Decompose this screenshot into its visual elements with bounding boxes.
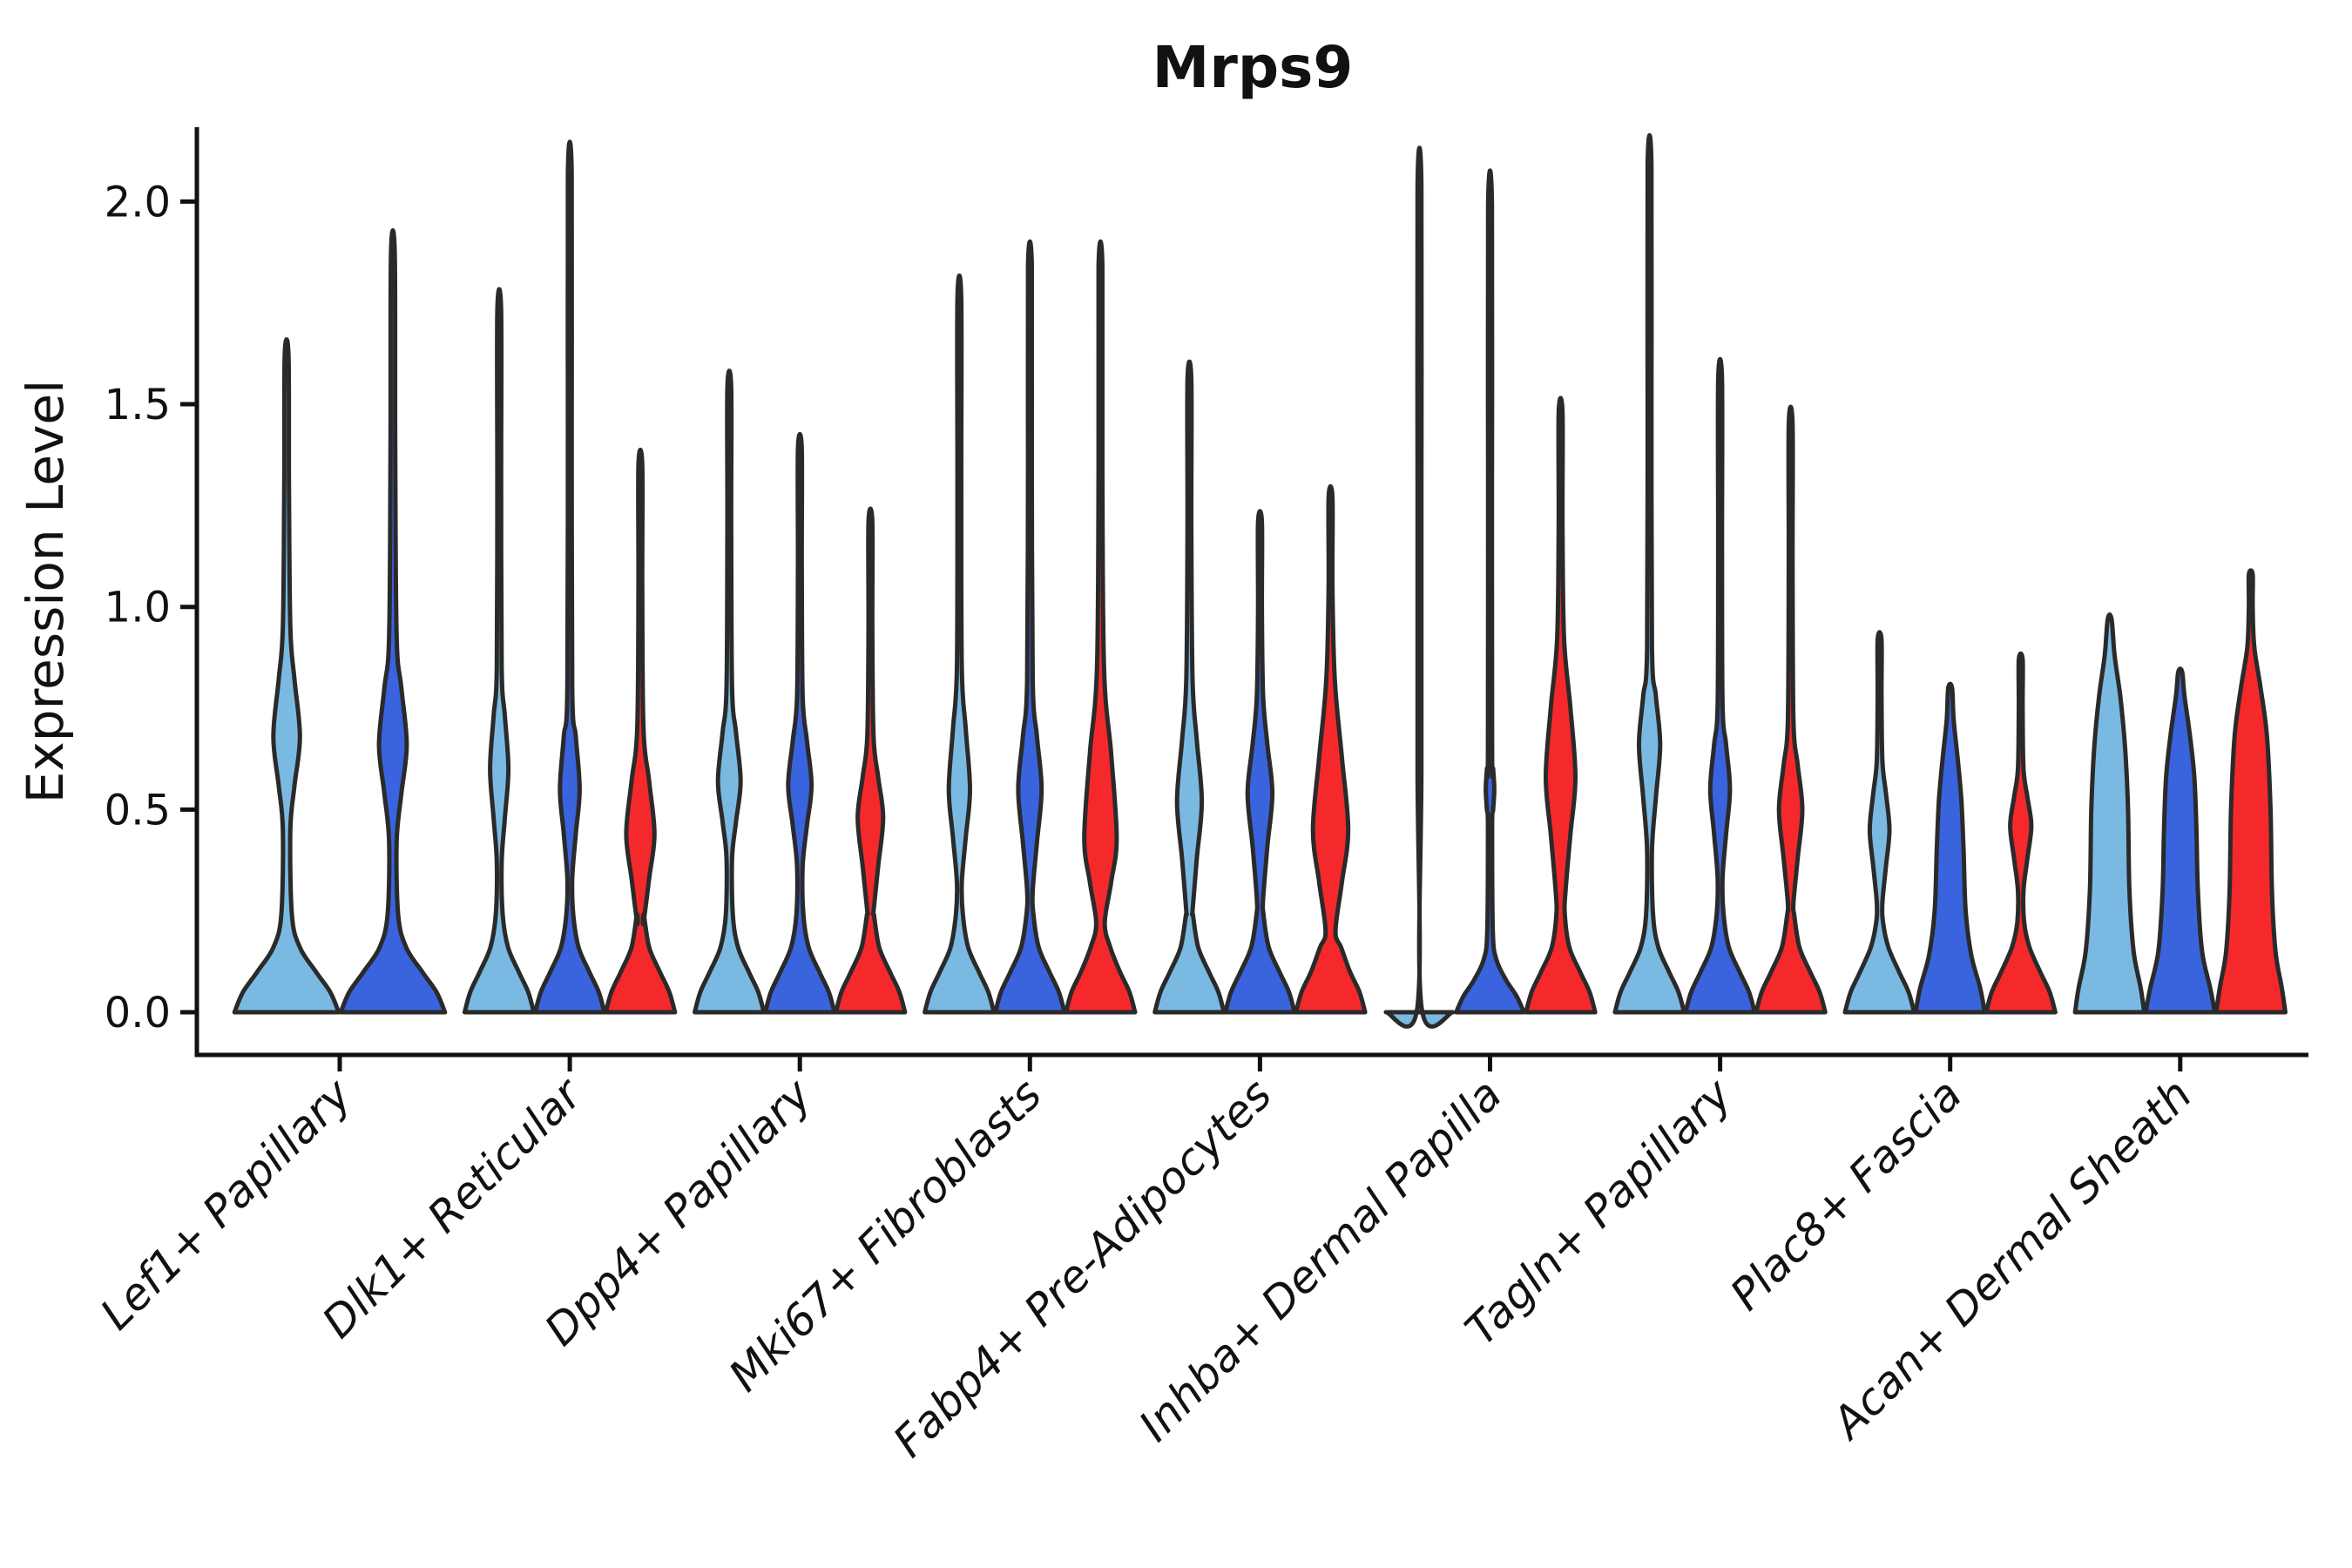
violin-1-red — [603, 447, 678, 1015]
y-tick-label: 1.5 — [105, 381, 171, 429]
chart-title: Mrps9 — [1152, 34, 1354, 101]
violin-4-light_blue — [1152, 359, 1227, 1015]
violin-0-dark_blue — [338, 228, 448, 1015]
violin-8-light_blue — [2072, 612, 2146, 1015]
violins-layer — [232, 132, 2288, 1029]
violin-3-dark_blue — [993, 240, 1067, 1015]
violin-8-dark_blue — [2143, 666, 2217, 1015]
violin-3-red — [1064, 240, 1138, 1015]
violin-8-red — [2213, 568, 2288, 1015]
y-axis-label: Expression Level — [16, 380, 75, 803]
violin-5-light_blue — [1383, 145, 1456, 1029]
violin-2-red — [834, 506, 908, 1015]
y-tick-label: 2.0 — [105, 178, 171, 226]
violin-3-light_blue — [923, 274, 997, 1015]
violin-7-red — [1984, 651, 2058, 1015]
y-tick-label: 0.0 — [105, 989, 171, 1037]
violin-6-light_blue — [1612, 132, 1686, 1015]
axes-layer — [180, 127, 2308, 1071]
violin-4-red — [1294, 483, 1368, 1015]
violin-6-dark_blue — [1683, 357, 1757, 1015]
violin-7-dark_blue — [1913, 681, 1987, 1015]
violin-2-light_blue — [693, 368, 767, 1015]
violin-2-dark_blue — [763, 431, 837, 1015]
violin-1-dark_blue — [532, 139, 607, 1015]
y-tick-label: 0.5 — [105, 786, 171, 835]
violin-5-red — [1524, 395, 1598, 1015]
violin-1-light_blue — [462, 287, 537, 1015]
y-tick-label: 1.0 — [105, 584, 171, 632]
violin-5-dark_blue — [1454, 168, 1526, 1015]
violin-0-light_blue — [232, 337, 341, 1015]
violin-4-dark_blue — [1223, 509, 1297, 1015]
violin-7-light_blue — [1842, 630, 1916, 1015]
violin-6-red — [1754, 404, 1828, 1015]
